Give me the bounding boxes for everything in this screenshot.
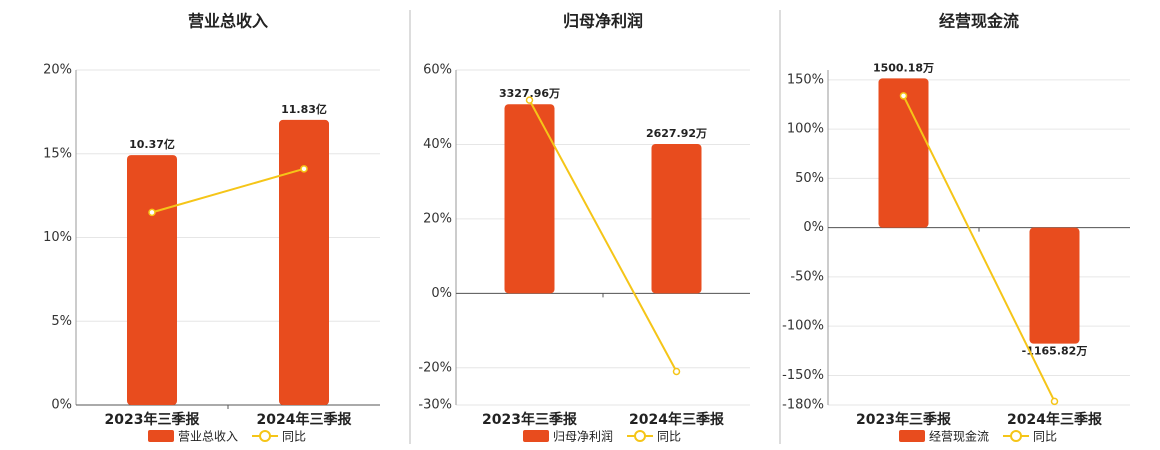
- line-point: [300, 165, 308, 173]
- line: [151, 167, 305, 214]
- y-tick-label: 100%: [787, 122, 824, 137]
- legend-label: 经营现金流: [929, 429, 989, 444]
- y-tick-label: 50%: [795, 171, 824, 186]
- chart-title: 经营现金流: [939, 12, 1019, 31]
- line-point: [1050, 397, 1059, 406]
- y-tick-label: 0%: [431, 286, 452, 301]
- value-label: 11.83亿: [281, 102, 327, 116]
- bar: [279, 119, 329, 405]
- legend-swatch: [1010, 430, 1023, 442]
- legend-label: 同比: [657, 430, 681, 444]
- y-tick-label: -20%: [418, 360, 452, 375]
- line-point: [148, 208, 156, 217]
- y-tick-label: -50%: [790, 269, 824, 284]
- chart-title: 归母净利润: [563, 12, 643, 31]
- y-tick-label: 20%: [43, 63, 72, 78]
- y-tick-label: 0%: [803, 220, 824, 235]
- legend-swatch: [259, 430, 272, 442]
- x-tick-label: 2024年三季报: [629, 411, 724, 428]
- y-tick-label: 10%: [43, 230, 72, 245]
- line: [902, 95, 1056, 402]
- value-label: 2627.92万: [646, 127, 707, 140]
- bar: [504, 104, 555, 294]
- line: [528, 99, 678, 372]
- line-point: [672, 367, 681, 376]
- legend-swatch: [899, 430, 925, 442]
- x-tick-label: 2023年三季报: [105, 411, 200, 428]
- legend-label: 同比: [1033, 430, 1057, 444]
- y-tick-label: -30%: [418, 398, 452, 413]
- legend-swatch: [148, 430, 174, 442]
- y-tick-label: -150%: [782, 368, 824, 383]
- line-point: [525, 96, 534, 104]
- y-tick-label: 15%: [43, 146, 72, 161]
- legend-label: 同比: [282, 430, 306, 444]
- line-point: [899, 92, 908, 100]
- value-label: -1165.82万: [1022, 345, 1088, 358]
- x-tick-label: 2023年三季报: [856, 411, 951, 428]
- y-tick-label: -180%: [782, 398, 824, 413]
- x-tick-label: 2023年三季报: [482, 411, 577, 428]
- legend-label: 营业总收入: [178, 430, 238, 444]
- bar: [127, 155, 177, 405]
- x-tick-label: 2024年三季报: [257, 411, 352, 428]
- y-tick-label: 150%: [787, 72, 824, 87]
- value-label: 3327.96万: [499, 87, 560, 100]
- y-tick-label: 5%: [51, 314, 72, 329]
- legend-label: 归母净利润: [553, 430, 613, 444]
- value-label: 10.37亿: [129, 137, 175, 151]
- y-tick-label: 60%: [423, 63, 452, 78]
- bar: [1029, 227, 1080, 344]
- legend-swatch: [634, 430, 647, 442]
- y-tick-label: 0%: [51, 398, 72, 413]
- chart-title: 营业总收入: [188, 12, 268, 31]
- bar: [651, 143, 702, 294]
- y-tick-label: 20%: [423, 211, 452, 226]
- legend-swatch: [523, 430, 549, 442]
- y-tick-label: 40%: [423, 137, 452, 152]
- x-tick-label: 2024年三季报: [1007, 411, 1102, 428]
- bar: [878, 78, 929, 228]
- y-tick-label: -100%: [782, 319, 824, 334]
- value-label: 1500.18万: [873, 61, 934, 74]
